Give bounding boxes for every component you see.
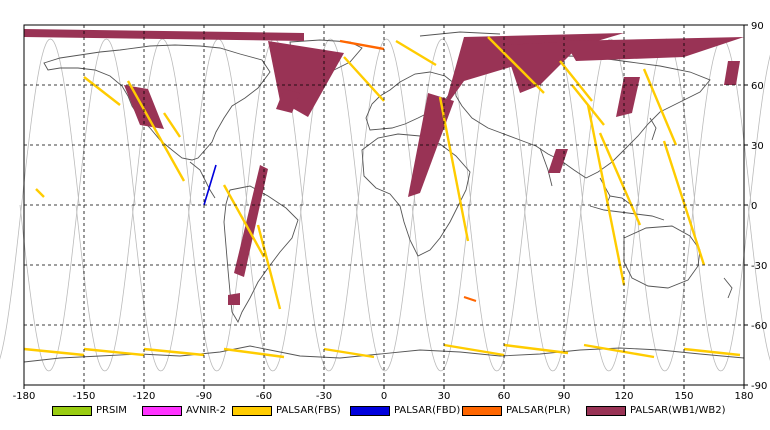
swath-palsar-wb — [24, 29, 304, 41]
orbit-track — [691, 54, 770, 372]
x-tick-label: 30 — [438, 391, 451, 402]
swath-palsar-wb — [228, 293, 240, 305]
swath-palsar-fbs — [126, 80, 186, 182]
swath-palsar-wb — [504, 41, 584, 93]
swath-palsar-fbs — [35, 188, 45, 198]
x-tick-label: 90 — [558, 391, 571, 402]
y-tick-label: -30 — [751, 261, 767, 272]
swath-palsar-fbs — [503, 343, 569, 355]
legend-swatch-palsar-wb — [586, 406, 626, 416]
swath-palsar-fbs — [583, 343, 655, 359]
legend-item-palsar-wb: PALSAR(WB1/WB2) — [586, 405, 726, 417]
x-tick-label: -120 — [133, 391, 156, 402]
swath-palsar-plr — [339, 39, 385, 51]
swath-palsar-fbs — [642, 68, 678, 146]
legend-label-palsar-plr: PALSAR(PLR) — [506, 405, 571, 416]
swath-palsar-fbs — [598, 132, 642, 226]
legend-label-prism: PRSIM — [96, 405, 127, 416]
x-tick-label: -30 — [316, 391, 332, 402]
legend-swatch-palsar-fbs — [232, 406, 272, 416]
swath-palsar-wb — [408, 93, 454, 197]
x-tick-label: -150 — [73, 391, 96, 402]
y-tick-label: -90 — [751, 381, 767, 392]
legend-item-prism: PRSIM — [52, 405, 127, 417]
swath-palsar-fbs — [23, 347, 85, 357]
legend-label-palsar-fbs: PALSAR(FBS) — [276, 405, 341, 416]
legend-label-palsar-wb: PALSAR(WB1/WB2) — [630, 405, 726, 416]
swath-palsar-fbs — [256, 224, 282, 310]
y-tick-label: 30 — [751, 141, 764, 152]
legend-item-palsar-fbd: PALSAR(FBD) — [350, 405, 460, 417]
swath-palsar-wb — [124, 85, 164, 129]
y-tick-label: 60 — [751, 81, 764, 92]
swath-palsar-fbd — [203, 164, 217, 206]
swath-palsar-wb — [276, 89, 300, 113]
orbit-track — [19, 38, 136, 372]
swath-palsar-fbs — [487, 36, 545, 94]
legend: PRSIM AVNIR-2 PALSAR(FBS) PALSAR(FBD) PA… — [0, 401, 770, 421]
grid-lines — [24, 25, 744, 385]
swath-palsar-fbs — [343, 56, 385, 102]
legend-label-palsar-fbd: PALSAR(FBD) — [394, 405, 461, 416]
swath-palsar-fbs — [559, 60, 593, 102]
swath-palsar-wb — [444, 33, 624, 109]
orbit-track — [299, 38, 416, 372]
swath-palsar-fbs — [395, 39, 437, 67]
swath-palsar-fbs — [143, 347, 205, 357]
x-tick-label: 150 — [674, 391, 693, 402]
swath-palsar-fbs — [163, 112, 181, 138]
orbit-track — [0, 38, 80, 360]
swath-palsar-fbs — [83, 347, 145, 357]
swath-palsar-fbs — [83, 76, 121, 106]
swath-palsar-wb — [564, 37, 744, 61]
orbit-track — [747, 204, 770, 362]
x-tick-label: 180 — [734, 391, 753, 402]
observation-swaths — [23, 29, 744, 359]
swath-palsar-fbs — [222, 184, 266, 258]
x-tick-label: 120 — [614, 391, 633, 402]
legend-item-avnir2: AVNIR-2 — [142, 405, 226, 417]
y-tick-label: 90 — [751, 21, 764, 32]
legend-item-palsar-fbs: PALSAR(FBS) — [232, 405, 341, 417]
legend-label-avnir2: AVNIR-2 — [186, 405, 226, 416]
x-tick-label: 60 — [498, 391, 511, 402]
legend-swatch-avnir2 — [142, 406, 182, 416]
orbit-track — [355, 38, 472, 372]
legend-swatch-prism — [52, 406, 92, 416]
swath-palsar-fbs — [586, 104, 626, 286]
y-tick-label: 0 — [751, 201, 757, 212]
swath-palsar-fbs — [662, 140, 706, 266]
x-tick-label: -90 — [196, 391, 212, 402]
x-tick-label: 0 — [381, 391, 387, 402]
swath-palsar-fbs — [223, 347, 285, 359]
legend-swatch-palsar-plr — [462, 406, 502, 416]
y-tick-label: -60 — [751, 321, 767, 332]
swath-palsar-wb — [724, 61, 740, 85]
swath-palsar-wb — [234, 165, 268, 277]
swath-palsar-fbs — [683, 347, 741, 357]
swath-palsar-fbs — [443, 343, 505, 357]
x-tick-label: -180 — [13, 391, 36, 402]
swath-palsar-fbs — [323, 347, 375, 359]
swath-palsar-wb — [548, 149, 568, 173]
swath-palsar-plr — [463, 296, 477, 302]
legend-swatch-palsar-fbd — [350, 406, 390, 416]
swath-palsar-wb — [616, 77, 640, 117]
axis-ticks: -180 -150 -120 -90 -60 -30 0 30 60 90 120 150 180 90 6… — [13, 21, 768, 402]
x-tick-label: -60 — [256, 391, 272, 402]
swath-palsar-fbs — [438, 96, 470, 242]
legend-item-palsar-plr: PALSAR(PLR) — [462, 405, 570, 417]
